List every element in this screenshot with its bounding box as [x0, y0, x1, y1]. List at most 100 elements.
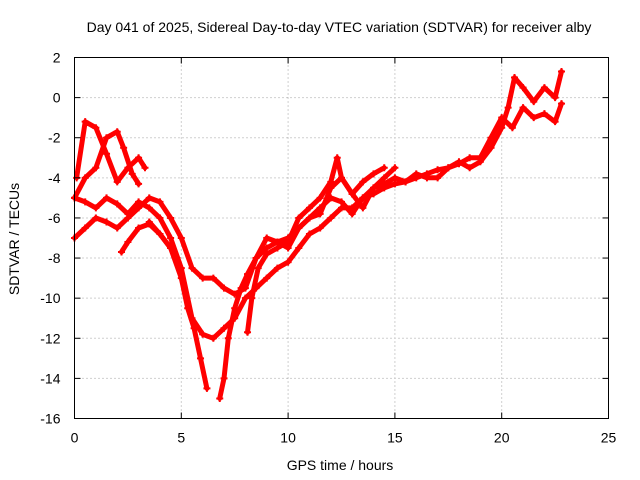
data-point [305, 214, 313, 222]
data-point [220, 324, 228, 332]
data-point [327, 214, 335, 222]
data-point [156, 230, 164, 238]
y-tick-label: -10 [40, 290, 60, 306]
data-point [295, 244, 303, 252]
data-point [167, 234, 175, 242]
data-point [444, 164, 452, 172]
y-tick-label: 2 [53, 50, 61, 66]
data-point [244, 270, 252, 278]
data-point [380, 180, 388, 188]
data-point [248, 294, 256, 302]
data-point [380, 164, 388, 172]
data-point [316, 194, 324, 202]
data-point [188, 264, 196, 272]
data-point [120, 144, 128, 152]
data-point [220, 374, 228, 382]
data-point [113, 200, 121, 208]
data-point [359, 204, 367, 212]
y-axis-label: SDTVAR / TECUs [6, 183, 22, 295]
plot-frame [74, 57, 609, 419]
y-tick-label: -6 [48, 210, 61, 226]
data-point [391, 180, 399, 188]
data-point [391, 174, 399, 182]
data-point [370, 170, 378, 178]
data-point [530, 114, 538, 122]
series-line [72, 69, 564, 341]
x-tick-labels: 0 5 10 15 20 25 [71, 430, 617, 446]
data-point [540, 84, 548, 92]
series-layer [71, 68, 566, 402]
y-tick-label: -2 [48, 130, 61, 146]
data-point [124, 238, 132, 246]
data-point [209, 274, 217, 282]
axis-ticks [74, 57, 609, 419]
data-point [128, 170, 136, 178]
data-point [81, 198, 89, 206]
data-point [145, 194, 153, 202]
data-point [273, 238, 281, 246]
x-tick-label: 15 [387, 430, 403, 446]
data-point [263, 244, 271, 252]
data-point [504, 104, 512, 112]
data-point [263, 274, 271, 282]
data-point [135, 180, 143, 188]
x-tick-label: 20 [494, 430, 510, 446]
data-point [487, 134, 495, 142]
data-point [391, 164, 399, 172]
data-point [156, 214, 164, 222]
data-point [113, 224, 121, 232]
data-point [423, 174, 431, 182]
data-point [254, 264, 262, 272]
data-point [81, 224, 89, 232]
data-point [519, 104, 527, 112]
data-point [370, 184, 378, 192]
data-point [498, 114, 506, 122]
series-line [72, 129, 142, 201]
data-point [145, 204, 153, 212]
series-line [119, 221, 210, 391]
data-point [231, 304, 239, 312]
data-point [103, 218, 111, 226]
y-tick-label: 0 [53, 90, 61, 106]
data-point [412, 170, 420, 178]
data-point [244, 328, 252, 336]
data-point [295, 214, 303, 222]
data-point [220, 284, 228, 292]
series-track-6 [216, 164, 399, 402]
y-tick-labels: -16 -14 -12 -10 -8 -6 -4 -2 0 2 [40, 50, 60, 427]
y-tick-label: -8 [48, 250, 61, 266]
data-point [558, 100, 566, 108]
data-point [273, 244, 281, 252]
y-tick-label: -16 [40, 411, 60, 427]
data-point [508, 124, 516, 132]
data-point [103, 150, 111, 158]
data-point [103, 194, 111, 202]
data-point [135, 204, 143, 212]
data-point [338, 174, 345, 182]
data-point [81, 118, 89, 126]
data-point [197, 354, 205, 362]
data-point [92, 214, 100, 222]
data-point [224, 334, 232, 342]
series-line [146, 219, 180, 261]
data-point [263, 250, 271, 258]
data-point [333, 154, 341, 162]
data-point [434, 166, 442, 174]
data-point [487, 144, 495, 152]
series-line [74, 119, 148, 185]
data-point [203, 384, 211, 392]
data-point [167, 214, 175, 222]
data-point [117, 248, 125, 256]
data-point [476, 154, 484, 162]
data-point [530, 98, 538, 106]
data-point [455, 160, 463, 168]
data-point [199, 274, 207, 282]
y-tick-label: -12 [40, 330, 60, 346]
data-point [263, 234, 271, 242]
grid [74, 57, 609, 419]
series-track-5 [117, 220, 211, 392]
y-tick-label: -4 [48, 170, 61, 186]
data-point [338, 198, 345, 206]
x-tick-label: 10 [280, 430, 296, 446]
